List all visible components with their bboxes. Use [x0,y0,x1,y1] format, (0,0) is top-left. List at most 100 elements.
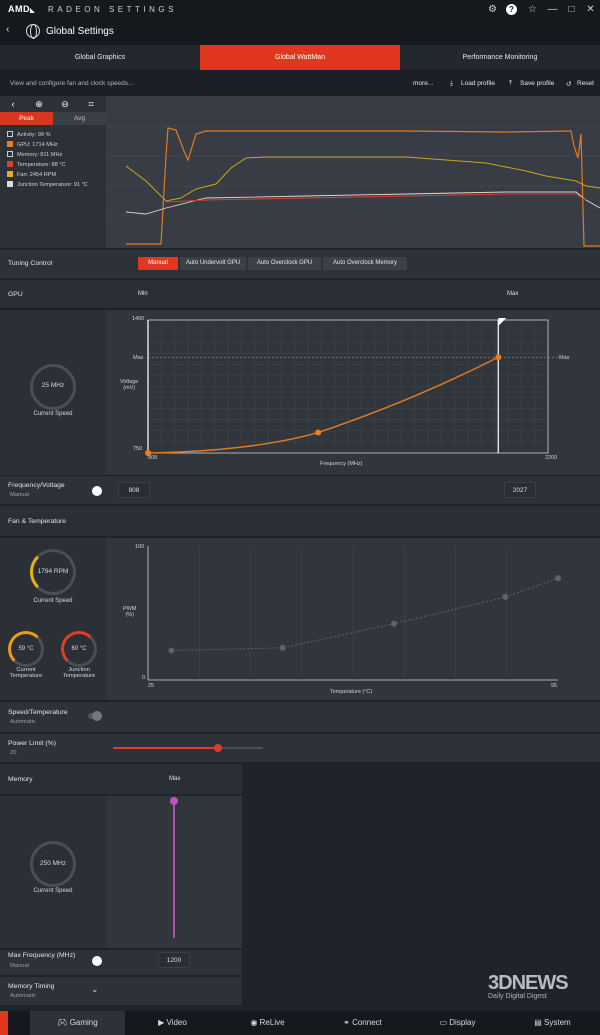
nav-relive[interactable]: ◉ ReLive [250,1018,285,1027]
monitor-line-fan [125,156,600,202]
fan-curve-chart [106,538,600,700]
gpu-y-min-label: 750 [133,446,143,452]
memory-slider-track [173,801,175,938]
minimize-button[interactable]: — [547,4,558,15]
back-icon[interactable]: ‹ [11,99,15,109]
legend-activity[interactable]: Activity: 99 % [7,131,51,138]
fan-point-1 [279,644,286,651]
max-frequency-toggle[interactable] [92,956,102,966]
memory-speed-gauge [30,841,76,887]
tab-performance-monitoring[interactable]: Performance Monitoring [462,54,538,61]
power-limit-label: Power Limit (%) [8,740,56,747]
temperature-value: 59 °C [18,646,34,652]
junction-value: 60 °C [71,646,87,652]
legend-junction[interactable]: Junction Temperature: 91 °C [7,181,88,188]
monitor-line-junction [125,191,600,215]
legend-gpu[interactable]: GPU: 1714 MHz [7,141,58,148]
legend-fan[interactable]: Fan: 2454 RPM [7,171,56,178]
tab-global-graphics[interactable]: Global Graphics [74,54,126,61]
voltage-point-2 [495,354,502,361]
save-profile-icon[interactable]: ⤒ [509,80,512,87]
max-frequency-row [0,950,242,975]
back-icon[interactable]: ‹ [6,24,10,35]
gpu-max-label: Max [507,291,519,297]
load-profile-icon[interactable]: ⤓ [450,80,453,87]
freq-voltage-label: Frequency/Voltage [8,482,65,489]
fan-y-max-label: 100 [135,544,145,550]
gpu-min-label: Min [138,291,148,297]
nav-connect[interactable]: ⚭ Connect [343,1018,382,1027]
reset-icon[interactable]: ↺ [566,81,572,88]
peak-button[interactable]: Peak [0,112,53,125]
fan-point-3 [502,593,509,600]
avg-button[interactable]: Avg [53,112,106,125]
checkbox[interactable] [7,181,13,187]
checkbox[interactable] [7,131,13,137]
gpu-chart-panel [106,310,600,475]
sub-bar [0,70,600,96]
checkbox[interactable] [7,171,13,177]
fan-x-max-label: 95 [551,683,558,689]
speed-temp-mode: Automatic [10,719,36,725]
gpu-y-max-label: 1400 [132,316,145,322]
star-icon[interactable]: ☆ [528,4,537,15]
junction-gauge [61,631,97,667]
maximize-button[interactable]: □ [568,4,575,15]
memory-speed-label: Current Speed [33,888,73,894]
max-frequency-input[interactable]: 1200 [158,952,190,968]
checkbox[interactable] [7,141,13,147]
tab-global-wattman[interactable]: Global WattMan [200,45,400,70]
temperature-gauge [8,631,44,667]
fan-y-min-label: 0 [142,675,146,681]
freq-voltage-toggle[interactable] [92,486,102,496]
zoom-out-icon[interactable]: ⊖ [61,99,69,109]
power-limit-slider[interactable] [214,744,222,752]
zoom-in-icon[interactable]: ⊕ [35,99,43,109]
gear-icon[interactable]: ⚙ [488,4,497,15]
checkbox[interactable] [7,151,13,157]
legend-temperature[interactable]: Temperature: 88 °C [7,161,66,168]
gpu-speed-label: Current Speed [33,411,73,417]
max-flag [498,318,507,326]
crop-icon[interactable]: ⌗ [88,99,94,109]
home-button[interactable] [0,1011,8,1035]
nav-display[interactable]: ▭ Display [439,1018,476,1027]
nav-gaming[interactable]: 🎮︎ Gaming [30,1011,125,1035]
gpu-voltage-chart [106,310,600,475]
gpu-min-input[interactable]: 808 [118,482,150,498]
memory-label: Memory [8,776,33,783]
help-icon[interactable]: ? [506,4,517,15]
gamepad-icon: 🎮︎ [57,1018,70,1027]
memory-slider-handle[interactable] [170,797,178,805]
gpu-max-marker-label: Max [559,355,570,361]
close-button[interactable]: ✕ [586,4,595,15]
tuning-auto-overclock-gpu-button[interactable]: Auto Overclock GPU [248,257,321,270]
gpu-max-input[interactable]: 2027 [504,482,536,498]
more-link[interactable]: more... [413,80,434,87]
monitor-line-gpu [126,127,600,247]
max-frequency-label: Max Frequency (MHz) [8,952,76,959]
tuning-manual-button[interactable]: Manual [138,257,178,270]
memory-speed-value: 250 MHz [39,860,66,867]
title-bar [0,0,600,19]
gpu-speed-value: 25 MHz [41,382,65,389]
nav-system[interactable]: ▤ System [534,1018,571,1027]
checkbox[interactable] [7,161,13,167]
tuning-auto-undervolt-button[interactable]: Auto Undervolt GPU [180,257,246,270]
relive-icon: ◉ [250,1018,260,1027]
temperature-label: Current Temperature [9,667,43,679]
load-profile-button[interactable]: Load profile [461,80,495,87]
play-icon: ▶ [158,1018,167,1027]
chevron-down-icon[interactable]: ⌄ [91,984,99,994]
junction-label: Junction Temperature [62,667,96,679]
legend-memory[interactable]: Memory: 811 MHz [7,151,62,158]
tuning-auto-overclock-memory-button[interactable]: Auto Overclock Memory [323,257,407,270]
fan-temp-label: Fan & Temperature [8,518,67,525]
speed-temp-toggle-knob[interactable] [92,711,102,721]
monitor-line-temperature [165,193,587,203]
fan-point-2 [391,620,397,627]
reset-button[interactable]: Reset [577,80,594,87]
save-profile-button[interactable]: Save profile [520,80,555,87]
nav-video[interactable]: ▶ Video [158,1018,187,1027]
connect-icon: ⚭ [343,1018,353,1027]
